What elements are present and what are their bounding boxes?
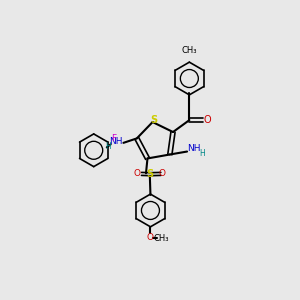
Text: O: O: [134, 169, 141, 178]
Text: O: O: [203, 115, 211, 125]
Text: CH₃: CH₃: [182, 46, 197, 55]
Text: F: F: [111, 134, 116, 143]
Text: CH₃: CH₃: [153, 234, 169, 243]
Text: NH: NH: [187, 144, 200, 153]
Text: H: H: [199, 149, 205, 158]
Text: O: O: [159, 169, 166, 178]
Text: O: O: [147, 233, 154, 242]
Text: S: S: [151, 115, 158, 125]
Text: S: S: [146, 169, 153, 179]
Text: NH: NH: [109, 137, 122, 146]
Text: H: H: [105, 142, 111, 151]
